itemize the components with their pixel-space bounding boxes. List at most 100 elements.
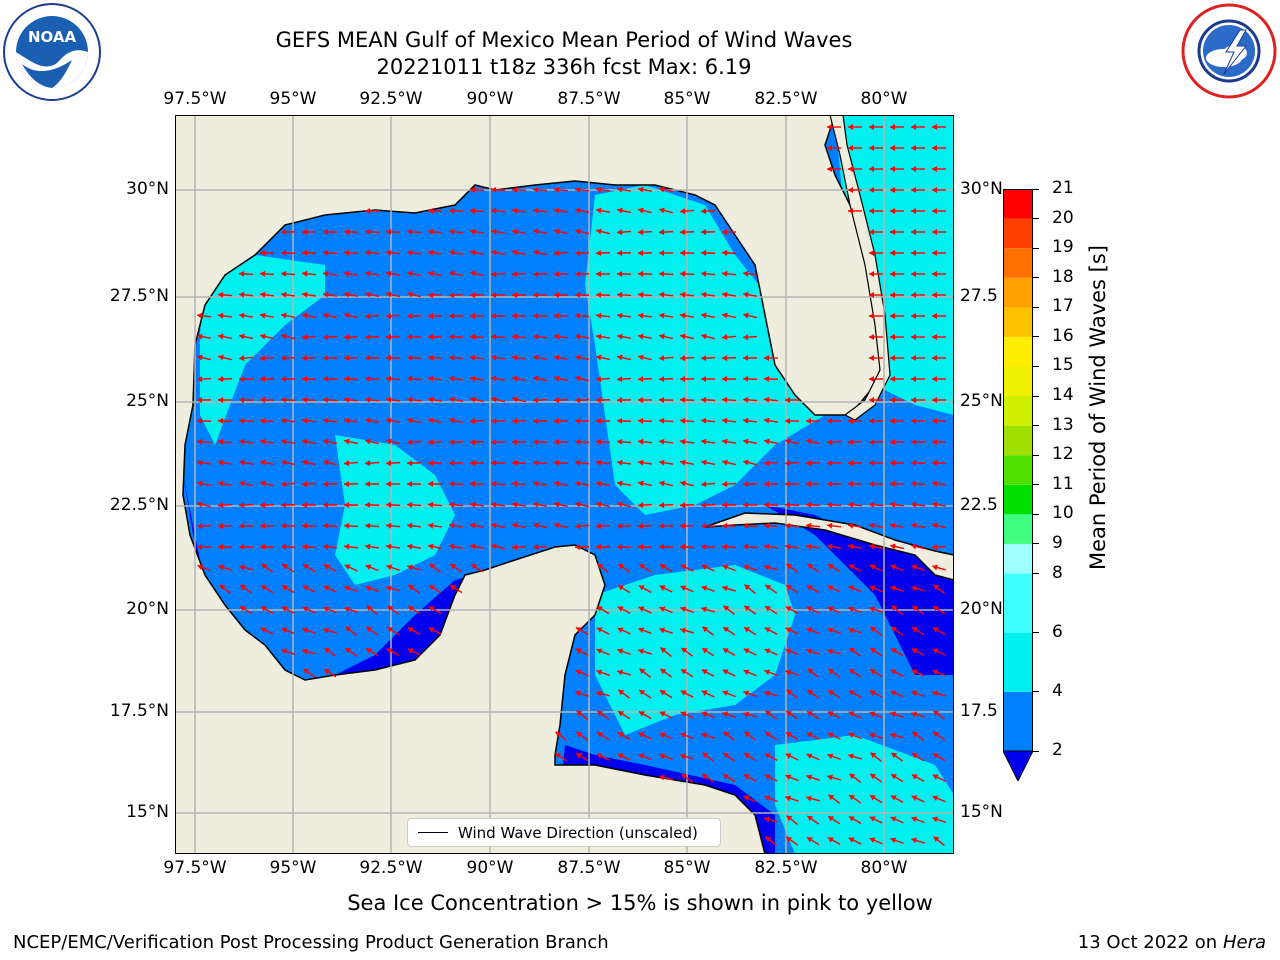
- wave-direction-arrow: [911, 564, 925, 571]
- wave-direction-arrow: [385, 375, 401, 382]
- wave-direction-arrow: [428, 627, 442, 635]
- wave-direction-arrow: [322, 228, 338, 235]
- lat-tick-right: 25°N: [960, 391, 1003, 411]
- wave-direction-arrow: [617, 627, 631, 635]
- wave-direction-arrow: [658, 291, 674, 298]
- wave-direction-arrow: [280, 438, 296, 445]
- wave-direction-arrow: [932, 648, 946, 656]
- wave-direction-arrow: [785, 563, 799, 573]
- wave-direction-arrow: [637, 312, 653, 319]
- wave-direction-arrow: [490, 480, 506, 487]
- wave-direction-arrow: [700, 543, 716, 550]
- wave-direction-arrow: [911, 669, 925, 677]
- wave-direction-arrow: [679, 543, 695, 550]
- wave-direction-arrow: [786, 689, 798, 699]
- wave-direction-arrow: [763, 396, 779, 403]
- wave-direction-arrow: [301, 396, 317, 403]
- wave-direction-arrow: [511, 375, 527, 382]
- colorbar-tick-label: 15: [1052, 355, 1074, 376]
- wave-direction-arrow: [238, 312, 254, 319]
- wave-direction-arrow: [470, 396, 484, 403]
- wave-direction-arrow: [616, 270, 632, 277]
- colorbar-label: Mean Period of Wind Waves [s]: [1086, 245, 1110, 570]
- wave-direction-arrow: [575, 418, 589, 424]
- wave-direction-arrow: [427, 396, 443, 403]
- wave-direction-arrow: [491, 396, 505, 403]
- wave-direction-arrow: [932, 166, 946, 172]
- wave-direction-arrow: [511, 354, 527, 361]
- wave-direction-arrow: [448, 501, 464, 508]
- wave-direction-arrow: [323, 564, 337, 572]
- wave-direction-arrow: [827, 606, 841, 614]
- wave-direction-arrow: [911, 229, 925, 235]
- wave-direction-arrow: [260, 523, 274, 529]
- wave-direction-arrow: [680, 668, 694, 678]
- wave-direction-arrow: [343, 334, 359, 341]
- wave-direction-arrow: [323, 459, 337, 466]
- wave-direction-arrow: [869, 313, 883, 319]
- wave-direction-arrow: [532, 228, 548, 235]
- wave-direction-arrow: [616, 229, 632, 236]
- wave-direction-arrow: [574, 438, 590, 445]
- wave-direction-arrow: [469, 439, 485, 446]
- wave-direction-arrow: [869, 647, 883, 657]
- wave-direction-arrow: [680, 333, 694, 340]
- wave-direction-arrow: [826, 480, 842, 487]
- wave-direction-arrow: [890, 229, 904, 235]
- wave-direction-arrow: [806, 689, 820, 699]
- wave-direction-arrow: [679, 396, 695, 403]
- wave-direction-arrow: [595, 333, 611, 340]
- wave-direction-arrow: [217, 543, 233, 550]
- wave-direction-arrow: [575, 375, 589, 382]
- wave-direction-arrow: [723, 731, 735, 741]
- colorbar-level: [1003, 691, 1033, 751]
- wave-direction-arrow: [322, 355, 338, 362]
- wave-direction-arrow: [763, 481, 779, 488]
- wave-direction-arrow: [302, 648, 316, 655]
- wave-direction-arrow: [700, 417, 716, 424]
- wave-direction-arrow: [785, 648, 799, 656]
- noaa-logo-text: NOAA: [28, 28, 77, 46]
- wave-direction-arrow: [701, 585, 715, 593]
- wave-direction-arrow: [659, 711, 673, 719]
- wave-direction-arrow: [386, 564, 400, 571]
- wave-direction-arrow: [700, 312, 716, 319]
- wave-direction-arrow: [869, 376, 883, 382]
- wave-direction-arrow: [553, 501, 569, 508]
- wave-direction-arrow: [827, 145, 841, 151]
- wave-direction-arrow: [427, 375, 443, 382]
- wave-direction-arrow: [742, 543, 758, 550]
- wave-direction-arrow: [743, 752, 757, 762]
- colorbar-level: [1003, 189, 1033, 219]
- wave-direction-arrow: [848, 815, 862, 825]
- wave-direction-arrow: [616, 397, 632, 404]
- wave-direction-arrow: [196, 438, 212, 445]
- wave-direction-arrow: [449, 543, 463, 550]
- wave-direction-arrow: [490, 312, 506, 319]
- machine-name: Hera: [1222, 932, 1266, 953]
- colorbar-tick-mark: [1033, 277, 1039, 279]
- wave-direction-arrow: [806, 563, 820, 573]
- wave-direction-arrow: [617, 544, 631, 550]
- wave-direction-arrow: [701, 773, 715, 783]
- lat-tick-left: 22.5°N: [109, 495, 169, 515]
- wave-direction-arrow: [343, 417, 359, 424]
- wave-direction-arrow: [406, 354, 422, 361]
- wave-direction-arrow: [638, 354, 652, 361]
- mid-period-zone: [585, 185, 825, 515]
- wave-direction-arrow: [575, 501, 589, 508]
- wave-direction-arrow: [344, 438, 358, 445]
- wave-direction-arrow: [911, 711, 925, 718]
- wave-direction-arrow: [575, 752, 589, 762]
- wave-direction-arrow: [219, 584, 231, 594]
- wave-direction-arrow: [764, 669, 778, 677]
- wave-direction-arrow: [869, 606, 883, 613]
- wave-direction-arrow: [701, 333, 715, 340]
- wave-direction-arrow: [722, 459, 736, 466]
- wave-direction-arrow: [469, 459, 485, 466]
- wave-direction-arrow: [679, 249, 695, 256]
- wave-direction-arrow: [532, 418, 548, 425]
- wave-direction-arrow: [553, 312, 569, 319]
- wave-direction-arrow: [217, 459, 233, 466]
- wave-direction-arrow: [700, 355, 716, 362]
